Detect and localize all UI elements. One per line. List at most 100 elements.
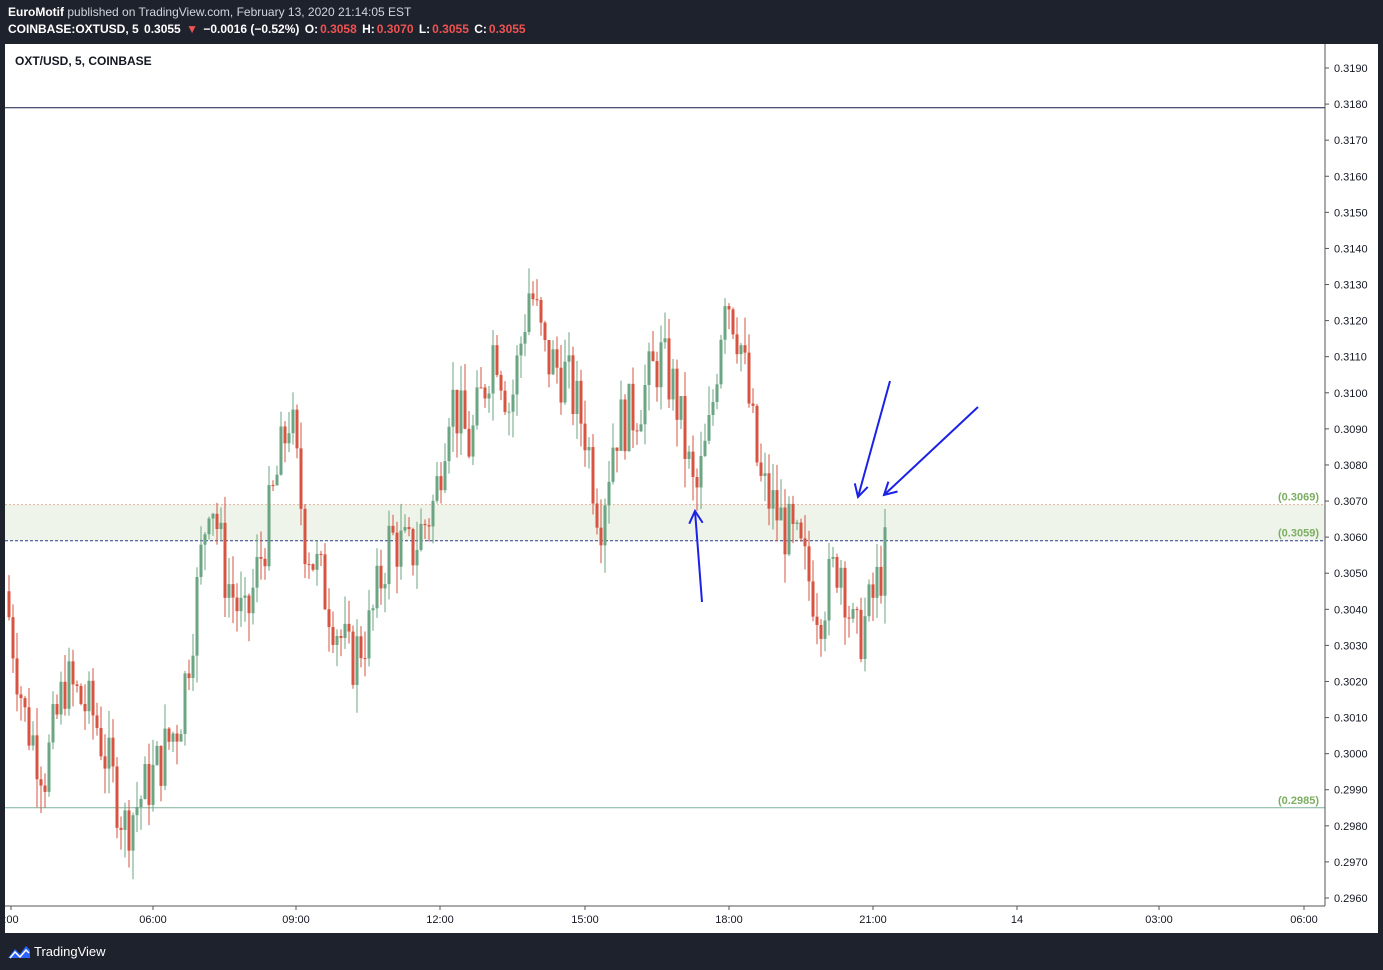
- price-tick-label: 0.2960: [1334, 893, 1368, 905]
- candle-body: [539, 300, 543, 323]
- candle-body: [351, 631, 355, 685]
- candle-body: [247, 595, 251, 614]
- chart-area[interactable]: (0.3069) (0.3059) (0.2985) 0.3190 0.3180 0.31…: [5, 44, 1378, 933]
- candle-body: [735, 334, 739, 355]
- candle-body: [875, 566, 879, 598]
- candle-body: [27, 707, 31, 746]
- candle-body: [811, 581, 815, 617]
- candle-body: [455, 389, 459, 434]
- candle-body: [479, 387, 483, 389]
- candle-body: [403, 527, 407, 531]
- candle-body: [687, 451, 691, 459]
- candle-body: [243, 595, 247, 598]
- candle-body: [775, 490, 779, 521]
- time-tick-label: 14: [1011, 914, 1023, 926]
- candle-body: [827, 558, 831, 621]
- candle-body: [119, 827, 123, 830]
- candle-body: [851, 609, 855, 619]
- candle-body: [363, 658, 367, 660]
- candle-body: [603, 505, 607, 546]
- author-name[interactable]: EuroMotif: [8, 5, 64, 19]
- candle-body: [743, 345, 747, 353]
- tradingview-brand[interactable]: TradingView: [34, 944, 106, 959]
- candle-body: [235, 597, 239, 612]
- candle-body: [383, 584, 387, 589]
- candle-body: [835, 556, 839, 588]
- symbol-info: COINBASE:OXTUSD, 5 0.3055 ▼ −0.0016 (−0.…: [8, 22, 528, 36]
- candle-body: [739, 345, 743, 355]
- candle-body: [755, 405, 759, 463]
- price-change: −0.0016 (−0.52%): [203, 22, 300, 36]
- candle-body: [583, 423, 587, 451]
- candle-body: [31, 735, 35, 746]
- candle-body: [715, 384, 719, 402]
- candle-body: [747, 352, 751, 404]
- candle-body: [803, 538, 807, 547]
- candle-body: [427, 525, 431, 527]
- candle-body: [699, 455, 703, 488]
- annotation-arrow-head: [882, 481, 898, 497]
- candle-body: [167, 728, 171, 742]
- price-tick-label: 0.3140: [1334, 243, 1368, 255]
- candle-body: [859, 609, 863, 659]
- candle-body: [343, 623, 347, 638]
- candle-body: [823, 620, 827, 639]
- candle-body: [267, 485, 271, 567]
- candle-body: [299, 448, 303, 509]
- candle-body: [371, 608, 375, 611]
- candle-body: [487, 393, 491, 399]
- price-tick-label: 0.3090: [1334, 424, 1368, 436]
- candle-body: [71, 661, 75, 685]
- open-value: 0.3058: [320, 22, 357, 36]
- candle-body: [611, 447, 615, 482]
- candle-body: [799, 522, 803, 539]
- candle-body: [11, 617, 15, 659]
- candle-body: [563, 361, 567, 403]
- candle-body: [47, 742, 51, 792]
- candle-body: [771, 490, 775, 509]
- price-chart[interactable]: (0.3069) (0.3059) (0.2985) 0.3190 0.3180 0.31…: [5, 44, 1378, 933]
- candle-body: [231, 584, 235, 598]
- annotation-arrow-head: [688, 508, 704, 525]
- time-tick-label: 18:00: [715, 914, 743, 926]
- high-label: H:: [362, 22, 375, 36]
- candle-body: [271, 485, 275, 487]
- candle-body: [527, 293, 531, 332]
- candle-body: [795, 522, 799, 524]
- price-tick-label: 0.2980: [1334, 821, 1368, 833]
- candle-body: [411, 529, 415, 566]
- candle-body: [95, 715, 99, 728]
- candle-body: [227, 584, 231, 598]
- candle-body: [731, 309, 735, 335]
- candle-body: [627, 383, 631, 452]
- candle-body: [99, 727, 103, 757]
- candle-body: [335, 635, 339, 645]
- candle-body: [199, 544, 203, 577]
- candle-body: [843, 567, 847, 618]
- footer-bar: TradingView: [0, 935, 1383, 970]
- candle-body: [203, 534, 207, 545]
- price-tick-label: 0.3190: [1334, 63, 1368, 75]
- candle-body: [123, 810, 127, 830]
- candle-body: [159, 745, 163, 786]
- chart-background[interactable]: [5, 44, 1378, 933]
- candle-body: [555, 349, 559, 368]
- candle-body: [179, 733, 183, 742]
- candle-body: [531, 293, 535, 300]
- candle-body: [679, 396, 683, 420]
- candle-body: [395, 532, 399, 567]
- candle-body: [347, 623, 351, 632]
- last-price: 0.3055: [144, 22, 181, 36]
- level-label: (0.3069): [1278, 492, 1319, 504]
- tradingview-logo-icon[interactable]: [7, 944, 31, 960]
- candle-body: [543, 322, 547, 340]
- publish-text: published on TradingView.com, February 1…: [67, 5, 412, 19]
- down-arrow-icon: ▼: [186, 22, 198, 36]
- time-tick-label: 09:00: [282, 914, 310, 926]
- annotation-arrow: [857, 380, 891, 498]
- candle-body: [155, 745, 159, 765]
- candle-body: [263, 558, 267, 567]
- candle-body: [135, 807, 139, 816]
- candle-body: [863, 616, 867, 659]
- candle-body: [67, 661, 71, 709]
